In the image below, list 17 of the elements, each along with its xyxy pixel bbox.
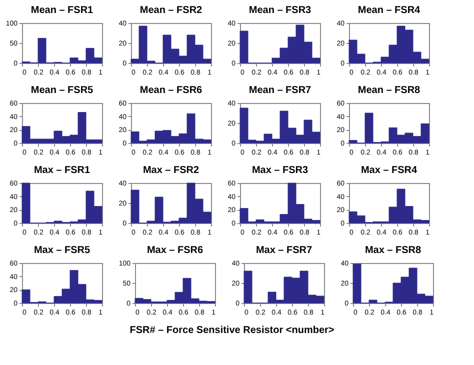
chart-title: Max – FSR8 xyxy=(364,245,422,256)
chart-title: Max – FSR7 xyxy=(256,245,312,256)
chart-title: Mean – FSR5 xyxy=(30,85,94,96)
chart-title: Max – FSR3 xyxy=(252,165,308,176)
chart-title: Mean – FSR4 xyxy=(358,5,421,16)
chart-title: Max – FSR2 xyxy=(142,165,200,176)
chart-title: Mean – FSR7 xyxy=(248,85,312,96)
text: FSR# – Force Sensitive Resistor <number> xyxy=(130,325,334,336)
chart-title: Mean – FSR3 xyxy=(248,5,312,16)
chart-title: Mean – FSR6 xyxy=(140,85,203,96)
chart-title: Mean – FSR2 xyxy=(140,5,203,16)
chart-title: Max – FSR4 xyxy=(360,165,418,176)
chart-title: Mean – FSR8 xyxy=(358,85,421,96)
chart-title: Max – FSR5 xyxy=(34,245,90,256)
chart-title: Max – FSR6 xyxy=(146,245,204,256)
chart-title: Max – FSR1 xyxy=(34,165,90,176)
chart-title: Mean – FSR1 xyxy=(30,5,94,16)
